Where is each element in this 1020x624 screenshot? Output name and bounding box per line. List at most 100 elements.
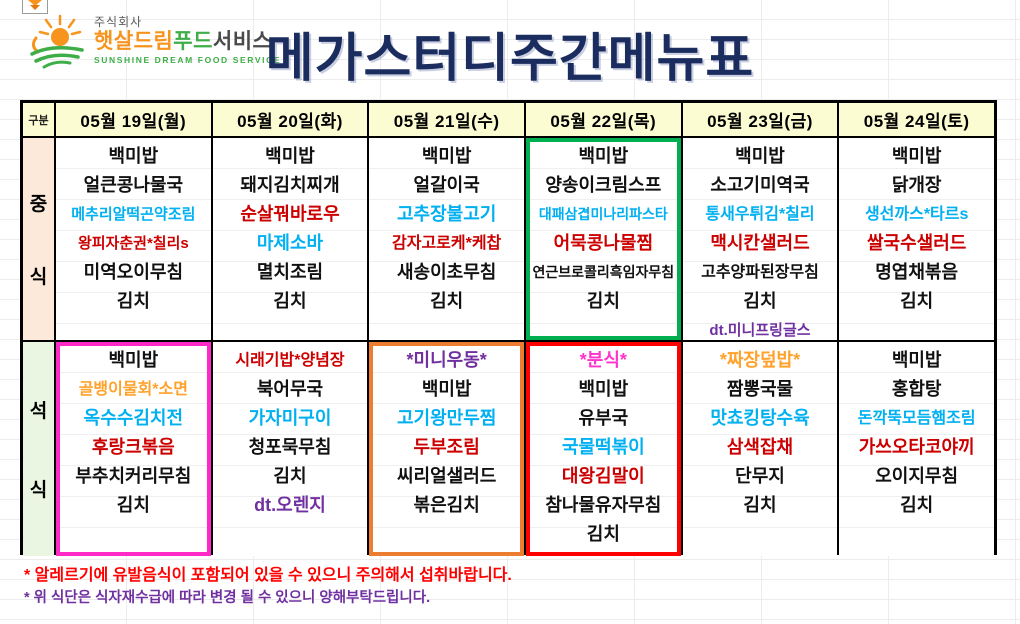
- menu-item: 얼큰콩나물국: [83, 175, 183, 195]
- company-name: 햇살드림푸드서비스: [94, 30, 281, 54]
- menu-item: 백미밥: [891, 146, 942, 166]
- day-header-mon: 05월 19일(월): [56, 103, 211, 136]
- menu-item: 단무지: [735, 466, 785, 486]
- menu-item: 고추장불고기: [396, 204, 497, 224]
- menu-item: 김치: [116, 495, 150, 515]
- menu-item: 돈깍뚝모듬햄조림: [857, 410, 976, 427]
- menu-item: 참나물유자무침: [545, 495, 662, 515]
- menu-item: 볶은김치: [413, 495, 480, 515]
- company-name-part1: 햇살드림: [94, 29, 174, 53]
- company-logo: 주식회사 햇살드림푸드서비스 SUNSHINE DREAM FOOD SERVI…: [26, 12, 281, 70]
- menu-item: 대패삼겹미나리파스타: [538, 206, 668, 222]
- menu-item: 백미밥: [421, 379, 472, 399]
- menu-item: 순살꿔바로우: [240, 204, 340, 224]
- day-header-wed: 05월 21일(수): [369, 103, 524, 136]
- company-name-part3: 서비스: [212, 29, 273, 53]
- menu-item: 김치: [900, 495, 934, 515]
- row-label-char: 중: [29, 194, 48, 215]
- menu-item: 두부조림: [413, 437, 480, 457]
- allergy-warning-note: * 알레르기에 유발음식이 포함되어 있을 수 있으니 주의해서 섭취바랍니다.: [24, 567, 512, 584]
- dinner-cell-mon: 백미밥 골뱅이물회*소면 옥수수김치전 후랑크볶음 부추치커리무침 김치: [56, 342, 211, 556]
- menu-item: 대왕김말이: [561, 466, 645, 486]
- page-title: 메가스터디주간메뉴표: [265, 30, 755, 88]
- menu-item: 소고기미역국: [710, 175, 810, 195]
- menu-item: 백미밥: [421, 146, 472, 166]
- menu-item: 백미밥: [265, 146, 315, 166]
- menu-item: 메추리알떡곤약조림: [71, 206, 196, 223]
- menu-item: dt.오렌지: [254, 495, 326, 515]
- menu-item: 멸치조림: [256, 262, 324, 282]
- menu-item: 짬뽕국물: [726, 379, 794, 399]
- company-name-part2: 푸드: [173, 29, 213, 53]
- day-header-fri: 05월 23일(금): [682, 103, 838, 136]
- menu-item: 쌀국수샐러드: [866, 233, 967, 253]
- menu-item: 명엽채볶음: [875, 262, 959, 282]
- menu-item: 김치: [586, 524, 620, 544]
- menu-item: 김치: [900, 291, 934, 311]
- menu-item: 김치: [116, 291, 150, 311]
- menu-change-note: * 위 식단은 식자재수급에 따라 변경 될 수 있으니 양해부탁드립니다.: [24, 590, 431, 606]
- dinner-cell-sat: 백미밥 홍합탕 돈깍뚝모듬햄조림 가쓰오타코야끼 오이지무침 김치: [839, 342, 994, 556]
- menu-item: 감자고로케*케찹: [392, 235, 502, 252]
- menu-item: 김치: [273, 466, 307, 486]
- menu-item: 가자미구이: [248, 408, 332, 428]
- lunch-cell-wed: 백미밥 얼갈이국 고추장불고기 감자고로케*케찹 새송이초무침 김치: [369, 138, 524, 340]
- menu-item: 마제소바: [256, 233, 324, 253]
- menu-item: 김치: [743, 291, 777, 311]
- company-logo-text: 주식회사 햇살드림푸드서비스 SUNSHINE DREAM FOOD SERVI…: [94, 15, 281, 66]
- menu-item: 백미밥: [735, 146, 785, 166]
- dinner-cell-fri: *짜장덮밥* 짬뽕국물 맛쵸킹탕수육 삼색잡채 단무지 김치: [682, 342, 838, 556]
- menu-item: 삼색잡채: [726, 437, 794, 457]
- menu-item: 백미밥: [578, 146, 629, 166]
- lunch-cell-fri: 백미밥 소고기미역국 통새우튀김*칠리 맥시칸샐러드 고추양파된장무침 김치 dt.미니프링…: [682, 138, 838, 340]
- menu-item: 김치: [586, 291, 620, 311]
- menu-item: 양송이크림스프: [545, 175, 662, 195]
- menu-item: 김치: [430, 291, 464, 311]
- menu-item: 백미밥: [578, 379, 629, 399]
- menu-item: 고기왕만두찜: [396, 408, 497, 428]
- menu-item: 골뱅이물회*소면: [78, 381, 188, 398]
- menu-item: 백미밥: [108, 350, 159, 370]
- company-prefix: 주식회사: [94, 15, 143, 30]
- menu-item: 유부국: [578, 408, 629, 428]
- day-header-sat: 05월 24일(토): [839, 103, 994, 136]
- day-header-tue: 05월 20일(화): [212, 103, 368, 136]
- menu-item: 후랑크볶음: [91, 437, 175, 457]
- row-label-char: 식: [29, 480, 48, 501]
- menu-item: 백미밥: [108, 146, 159, 166]
- menu-item: 김치: [273, 291, 307, 311]
- menu-item: 왕피자춘권*칠리s: [77, 235, 189, 252]
- dinner-cell-wed: *미니우동* 백미밥 고기왕만두찜 두부조림 씨리얼샐러드 볶은김치: [369, 342, 524, 556]
- menu-item: 어묵콩나물찜: [553, 233, 653, 253]
- row-label-char: 석: [29, 401, 48, 422]
- menu-item: 시래기밥*양념장: [235, 352, 345, 369]
- menu-item: 백미밥: [891, 350, 942, 370]
- menu-item: 생선까스*타르s: [864, 206, 969, 223]
- lunch-cell-sat: 백미밥 닭개장 생선까스*타르s 쌀국수샐러드 명엽채볶음 김치: [839, 138, 994, 340]
- menu-item: 씨리얼샐러드: [396, 466, 497, 486]
- day-header-thu: 05월 22일(목): [526, 103, 681, 136]
- menu-item: 연근브로콜리흑임자무침: [532, 264, 675, 280]
- menu-item: 홍합탕: [891, 379, 942, 399]
- menu-item: 옥수수김치전: [83, 408, 183, 428]
- sun-logo-icon: [30, 14, 84, 69]
- menu-item: 맛쵸킹탕수육: [710, 408, 810, 428]
- row-label-char: 식: [29, 267, 48, 288]
- menu-item: 미역오이무침: [83, 262, 183, 282]
- menu-item: *분식*: [579, 350, 627, 370]
- menu-item: 국물떡볶이: [561, 437, 645, 457]
- menu-item: 북어무국: [256, 379, 324, 399]
- orange-fan-icon: [28, 0, 42, 10]
- menu-item: 돼지김치찌개: [240, 175, 340, 195]
- menu-item: 맥시칸샐러드: [710, 233, 810, 253]
- menu-item: 청포묵무침: [248, 437, 332, 457]
- menu-item: *짜장덮밥*: [719, 350, 801, 370]
- corner-marker-icon: [22, 0, 48, 14]
